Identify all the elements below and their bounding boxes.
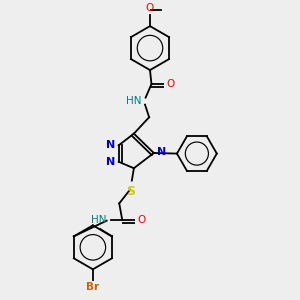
Text: O: O — [146, 3, 154, 13]
Text: N: N — [106, 158, 115, 167]
Text: O: O — [137, 214, 146, 224]
Text: O: O — [167, 79, 175, 89]
Text: N: N — [157, 147, 167, 158]
Text: Br: Br — [86, 282, 99, 292]
Text: N: N — [106, 140, 115, 150]
Text: S: S — [127, 185, 136, 198]
Text: HN: HN — [126, 96, 142, 106]
Text: HN: HN — [91, 214, 106, 224]
